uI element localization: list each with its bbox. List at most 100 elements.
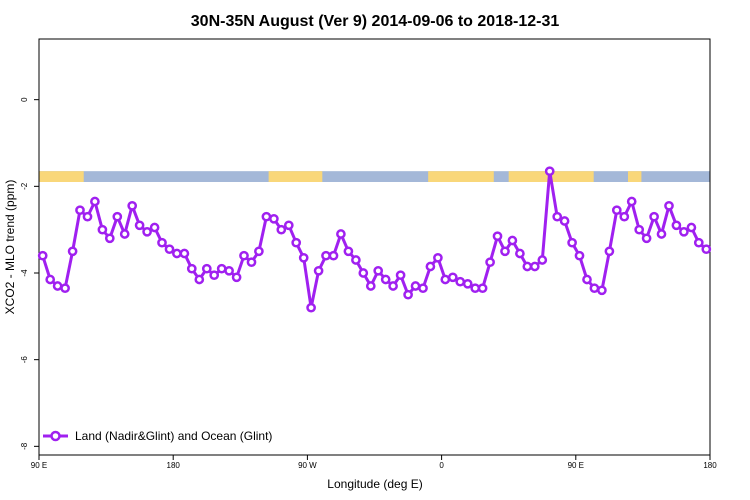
data-point bbox=[693, 237, 704, 248]
data-point bbox=[313, 265, 324, 276]
data-point bbox=[60, 283, 70, 294]
legend-entry-label: Land (Nadir&Glint) and Ocean (Glint) bbox=[75, 429, 272, 443]
data-point bbox=[455, 276, 466, 287]
data-point bbox=[291, 237, 302, 248]
land-band-segment bbox=[39, 171, 84, 182]
data-point bbox=[485, 257, 495, 268]
data-point bbox=[388, 281, 398, 291]
data-point bbox=[582, 274, 592, 285]
data-point bbox=[440, 274, 451, 285]
data-point bbox=[395, 270, 406, 281]
data-point bbox=[239, 250, 249, 261]
data-point bbox=[656, 229, 667, 239]
data-point bbox=[380, 274, 391, 285]
data-point bbox=[67, 246, 78, 257]
data-point bbox=[172, 248, 182, 259]
data-point bbox=[75, 205, 85, 216]
x-tick-label: 90 W bbox=[298, 461, 317, 470]
x-axis: 90 E 180 90 W 0 90 E 180 bbox=[31, 455, 717, 470]
data-point bbox=[351, 255, 361, 265]
data-point bbox=[45, 274, 56, 285]
data-point bbox=[283, 220, 294, 231]
data-point bbox=[529, 261, 540, 272]
x-tick-label: 90 E bbox=[31, 461, 47, 470]
data-point bbox=[418, 283, 428, 294]
data-point bbox=[492, 231, 503, 242]
y-tick-label: -8 bbox=[20, 442, 29, 450]
data-point bbox=[552, 211, 563, 222]
data-point bbox=[686, 222, 697, 233]
data-point bbox=[515, 248, 525, 259]
data-point bbox=[298, 252, 309, 263]
data-point bbox=[134, 220, 145, 231]
data-point bbox=[447, 272, 458, 283]
data-point bbox=[224, 265, 234, 276]
data-point bbox=[649, 211, 659, 222]
legend: Land (Nadir&Glint) and Ocean (Glint) bbox=[43, 429, 272, 443]
x-tick-label: 180 bbox=[167, 461, 181, 470]
data-point bbox=[276, 224, 287, 235]
surface-band bbox=[39, 171, 710, 182]
x-tick-label: 90 E bbox=[568, 461, 584, 470]
data-point bbox=[641, 233, 652, 244]
series-points bbox=[37, 166, 712, 313]
data-point bbox=[462, 278, 473, 289]
data-point bbox=[37, 250, 48, 261]
data-point bbox=[365, 281, 376, 291]
x-tick-label: 180 bbox=[703, 461, 717, 470]
x-axis-label: Longitude (deg E) bbox=[327, 477, 422, 491]
y-tick-label: -2 bbox=[20, 182, 29, 190]
data-point bbox=[306, 302, 316, 313]
data-point bbox=[433, 252, 443, 263]
data-point bbox=[574, 250, 585, 261]
y-tick-label: 0 bbox=[20, 97, 29, 102]
data-point bbox=[611, 205, 622, 216]
legend-marker-swatch bbox=[50, 430, 61, 442]
data-point bbox=[544, 166, 555, 177]
chart-title: 30N-35N August (Ver 9) 2014-09-06 to 201… bbox=[191, 13, 560, 30]
data-point bbox=[157, 237, 167, 248]
data-point bbox=[179, 248, 190, 259]
data-point bbox=[201, 263, 212, 274]
data-point bbox=[254, 246, 264, 257]
data-point bbox=[97, 224, 108, 235]
data-point bbox=[52, 281, 63, 291]
ocean-band bbox=[39, 171, 710, 182]
data-point bbox=[477, 283, 488, 294]
y-axis: 0 -2 -4 -6 -8 bbox=[20, 97, 39, 450]
y-axis-label: XCO2 - MLO trend (ppm) bbox=[3, 180, 17, 315]
data-point bbox=[127, 200, 138, 211]
data-point bbox=[358, 268, 369, 278]
data-point bbox=[567, 237, 577, 248]
data-point bbox=[82, 211, 93, 222]
data-point bbox=[149, 222, 160, 233]
data-point bbox=[194, 274, 205, 285]
data-point bbox=[679, 226, 689, 237]
data-point bbox=[671, 220, 682, 231]
data-point bbox=[104, 233, 115, 244]
data-point bbox=[231, 272, 242, 283]
data-point bbox=[328, 250, 339, 261]
data-point bbox=[604, 246, 615, 257]
data-point bbox=[142, 226, 152, 237]
y-tick-label: -4 bbox=[20, 269, 29, 277]
land-band-segment bbox=[268, 171, 323, 182]
data-point bbox=[589, 283, 600, 294]
data-point bbox=[470, 283, 481, 294]
data-point bbox=[403, 289, 413, 300]
data-point bbox=[425, 261, 436, 272]
data-point bbox=[522, 261, 533, 272]
data-point bbox=[537, 255, 548, 265]
data-point bbox=[246, 257, 257, 268]
data-point bbox=[336, 229, 346, 239]
data-point bbox=[701, 244, 712, 255]
data-point bbox=[500, 246, 510, 257]
data-point bbox=[373, 265, 384, 276]
data-point bbox=[626, 196, 637, 207]
data-point bbox=[321, 250, 331, 261]
data-point bbox=[664, 200, 674, 211]
data-point bbox=[112, 211, 123, 222]
data-point bbox=[597, 285, 607, 296]
data-point bbox=[410, 281, 421, 291]
